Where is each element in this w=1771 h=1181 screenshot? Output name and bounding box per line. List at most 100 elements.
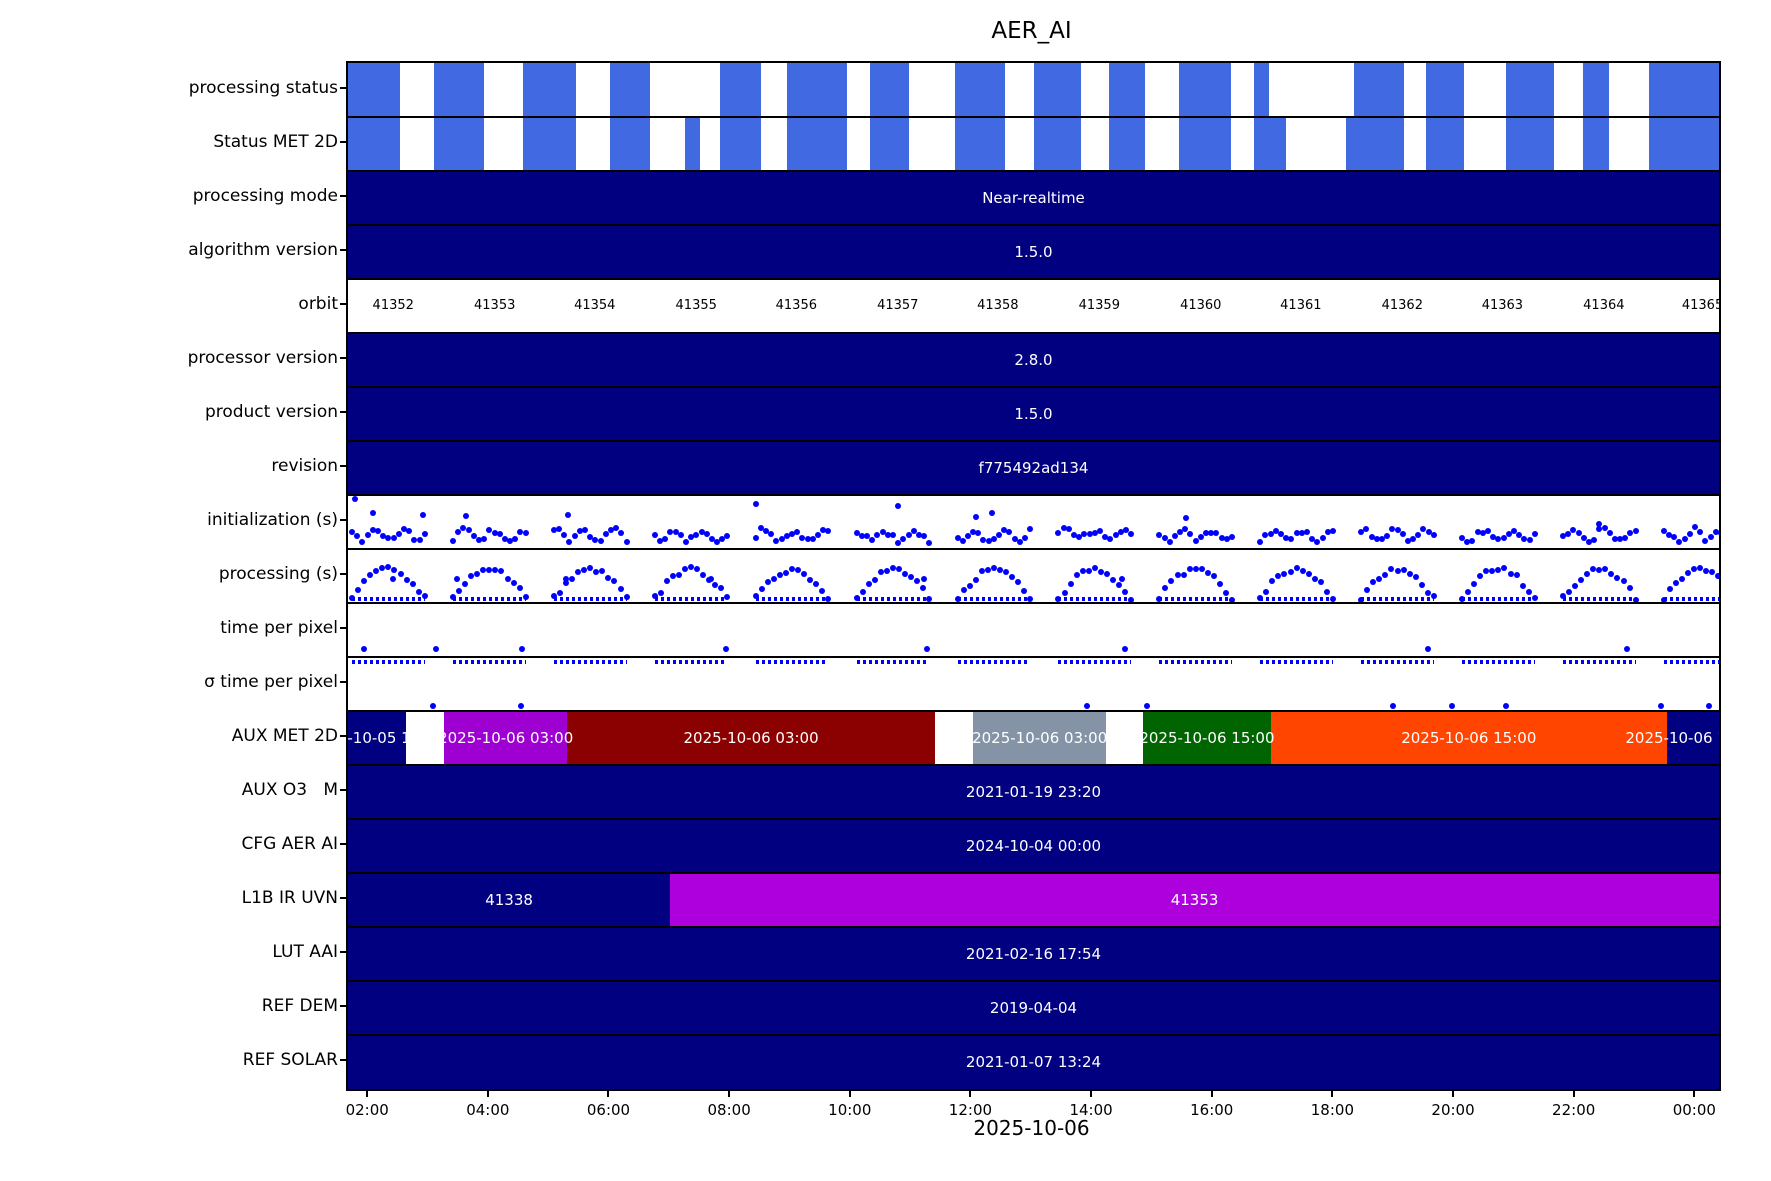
scatter-dot: [1161, 535, 1168, 542]
scatter-dash-line: [856, 597, 930, 602]
bar-segment: [348, 171, 1719, 225]
y-tick-mark: [340, 573, 346, 575]
scatter-dot: [563, 575, 570, 582]
granule-block: [1178, 117, 1231, 171]
scatter-dot: [884, 531, 891, 538]
scatter-dot: [778, 536, 785, 543]
scatter-dot: [865, 580, 872, 587]
scatter-dot: [1097, 569, 1104, 576]
scatter-dot: [571, 533, 578, 540]
scatter-dot: [556, 526, 563, 533]
granule-block: [1425, 63, 1464, 117]
scatter-dot: [1378, 536, 1385, 543]
y-tick-mark: [340, 627, 346, 629]
y-tick-mark: [340, 141, 346, 143]
row-algorithm-version: 1.5.0: [348, 225, 1719, 279]
scatter-dot: [411, 536, 418, 543]
scatter-dot: [693, 532, 700, 539]
granule-block: [1583, 63, 1610, 117]
scatter-dot: [1672, 580, 1679, 587]
scatter-dot: [1364, 587, 1371, 594]
x-tick-label: 12:00: [948, 1101, 993, 1119]
scatter-dot: [1389, 526, 1396, 533]
scatter-dot: [789, 565, 796, 572]
scatter-dot: [462, 581, 469, 588]
scatter-dot: [1272, 527, 1279, 534]
scatter-dot: [361, 578, 368, 585]
bar-segment: [973, 711, 1107, 765]
scatter-dot: [1622, 534, 1629, 541]
scatter-dot: [550, 526, 557, 533]
bar-segment-label: 2021-01-07 13:24: [965, 1053, 1102, 1071]
scatter-dot: [556, 589, 563, 596]
scatter-dot: [1676, 539, 1683, 546]
scatter-dot: [1627, 530, 1634, 537]
scatter-dot: [825, 528, 832, 535]
scatter-dot: [1559, 532, 1566, 539]
scatter-dot: [1283, 535, 1290, 542]
granule-block: [1649, 117, 1719, 171]
scatter-dot: [1521, 536, 1528, 543]
bar-segment: [348, 1035, 1719, 1089]
orbit-number-label: 41361: [1280, 298, 1322, 313]
scatter-dot: [403, 576, 410, 583]
scatter-dot: [1187, 531, 1194, 538]
scatter-dot: [512, 535, 519, 542]
bar-segment-label: 2025-10-06 15:00: [1139, 729, 1275, 747]
bar-segment-label: 41338: [485, 891, 533, 909]
scatter-dot: [602, 531, 609, 538]
scatter-dot: [1590, 566, 1597, 573]
scatter-dot: [1186, 565, 1193, 572]
scatter-dot: [456, 587, 463, 594]
scatter-dot: [1707, 533, 1714, 540]
scatter-dot: [415, 588, 422, 595]
scatter-dot: [889, 564, 896, 571]
row-separator: [348, 818, 1719, 820]
row-label: initialization (s): [207, 510, 338, 530]
scatter-dot: [1485, 527, 1492, 534]
y-tick-mark: [340, 843, 346, 845]
scatter-dot: [380, 533, 387, 540]
scatter-dot: [825, 595, 832, 602]
scatter-dot: [375, 527, 382, 534]
scatter-dot: [920, 575, 927, 582]
scatter-dot: [1218, 534, 1225, 541]
x-tick-label: 16:00: [1190, 1101, 1234, 1119]
bar-segment: [567, 711, 935, 765]
row-product-version: 1.5.0: [348, 387, 1719, 441]
scatter-dot: [688, 564, 695, 571]
scatter-dash-line: [1663, 597, 1719, 602]
scatter-dash-line: [654, 597, 728, 602]
scatter-dot: [1198, 565, 1205, 572]
scatter-dot: [1067, 580, 1074, 587]
scatter-dot: [575, 568, 582, 575]
scatter-dot: [1465, 589, 1472, 596]
bar-segment: [348, 873, 671, 927]
scatter-dash-line: [1159, 660, 1232, 665]
scatter-dot: [1715, 573, 1719, 580]
row-label: REF DEM: [261, 996, 338, 1016]
scatter-dot: [1406, 570, 1413, 577]
scatter-dot: [1324, 529, 1331, 536]
scatter-dot: [1531, 594, 1538, 601]
scatter-dot: [896, 566, 903, 573]
scatter-dot: [1122, 646, 1129, 653]
scatter-dot: [1079, 568, 1086, 575]
bar-segment-label: f775492ad134: [978, 459, 1089, 477]
scatter-dot: [1303, 528, 1310, 535]
scatter-dot: [1288, 536, 1295, 543]
row-processing-s-: [348, 549, 1719, 604]
row-aux-o3-m: 2021-01-19 23:20: [348, 765, 1719, 819]
bar-segment-label: 2025-10-06 03:00: [438, 729, 574, 747]
y-tick-mark: [340, 249, 346, 251]
scatter-dot: [349, 528, 356, 535]
scatter-dot: [1085, 567, 1092, 574]
row-processing-status: [348, 63, 1719, 117]
scatter-dot: [1394, 568, 1401, 575]
scatter-dot: [385, 564, 392, 571]
scatter-dot: [651, 593, 658, 600]
granule-block: [870, 63, 909, 117]
row-label: CFG AER AI: [241, 834, 338, 854]
scatter-dot: [1606, 529, 1613, 536]
